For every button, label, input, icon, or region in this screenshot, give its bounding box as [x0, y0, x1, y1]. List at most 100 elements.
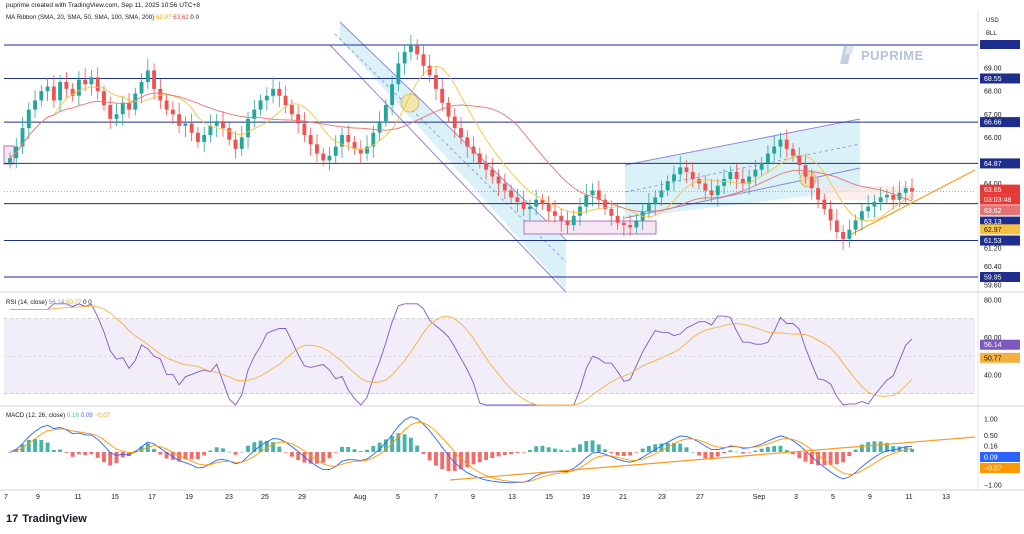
- time-tick-label: 11: [74, 494, 81, 501]
- macd-hist-bar: [120, 452, 125, 458]
- macd-hist-bar: [365, 449, 369, 452]
- macd-legend: MACD (12, 26, close) 0.16 0.09 −0.07: [6, 412, 110, 419]
- candle-body: [885, 195, 889, 198]
- candle-body: [859, 211, 864, 221]
- candle-body: [872, 201, 877, 207]
- macd-line: [9, 416, 912, 484]
- macd-hist-bar: [527, 449, 532, 452]
- macd-hist-bar: [584, 441, 589, 452]
- macd-hist-bar: [227, 451, 232, 453]
- macd-hist-bar: [139, 446, 144, 452]
- price-tag-label: 63.13: [984, 219, 1002, 226]
- price-tick-label: 69.00: [984, 66, 1002, 73]
- candle-body: [452, 116, 457, 129]
- ma-ribbon-slow-line: [9, 92, 913, 213]
- macd-hist-bar: [797, 452, 802, 459]
- macd-hist-bar: [853, 449, 858, 452]
- candle-body: [740, 178, 745, 184]
- candle-body: [678, 167, 683, 175]
- candle-body: [709, 190, 714, 196]
- macd-hist-bar: [628, 452, 633, 456]
- macd-hist-bar: [646, 445, 651, 452]
- candle-body: [271, 88, 276, 96]
- macd-hist-bar: [340, 446, 344, 452]
- descending-channel-fill: [340, 22, 566, 290]
- macd-hist-bar: [841, 452, 846, 463]
- candle-body: [402, 51, 407, 64]
- candle-body: [653, 197, 658, 205]
- rsi-tick-label: 60.00: [984, 335, 1002, 342]
- candle-body: [227, 128, 232, 140]
- candle-body: [383, 105, 388, 122]
- macd-hist-bar: [715, 452, 720, 457]
- candle-body: [665, 181, 670, 191]
- macd-hist-bar: [164, 452, 169, 459]
- macd-hist-bar: [828, 452, 833, 465]
- ma-ribbon-label: MA Ribbon (SMA, 20, SMA, 50, SMA, 100, S…: [6, 14, 155, 21]
- candle-body: [609, 208, 614, 216]
- candles-group: [8, 35, 914, 251]
- candle-body: [415, 45, 420, 55]
- macd-hist-bar: [83, 452, 88, 456]
- candle-body: [427, 65, 432, 76]
- macd-hist-bar: [759, 448, 764, 452]
- candle-body: [828, 208, 833, 221]
- price-tag-label: 03:03:48: [984, 197, 1011, 204]
- macd-hist-bar: [540, 445, 545, 452]
- macd-hist-bar: [214, 447, 219, 452]
- tradingview-logo-icon: 17: [6, 513, 19, 525]
- resistance-zone: [822, 186, 914, 200]
- candle-body: [659, 190, 664, 198]
- candle-body: [553, 211, 557, 216]
- macd-hist-bar: [722, 452, 727, 454]
- time-tick-label: 5: [396, 494, 400, 501]
- macd-hist-bar: [208, 450, 213, 452]
- macd-tick-label: −1.00: [984, 483, 1002, 490]
- candle-body: [578, 206, 582, 216]
- candle-body: [459, 128, 463, 138]
- macd-label: MACD (12, 26, close): [6, 412, 66, 419]
- price-tick-label: 61.20: [984, 246, 1002, 253]
- price-tick-label: 66.00: [984, 135, 1002, 142]
- rsi-value-3: 0: [83, 299, 87, 306]
- candle-body: [258, 100, 263, 110]
- candle-body: [340, 135, 344, 147]
- macd-hist-bar: [33, 439, 37, 452]
- tradingview-logo[interactable]: 17 TradingView: [6, 513, 87, 525]
- macd-hist-bar: [195, 452, 200, 460]
- candle-body: [264, 95, 269, 101]
- macd-value-1: 0.16: [66, 412, 79, 419]
- candle-body: [646, 204, 651, 212]
- macd-hist-bar: [534, 446, 539, 452]
- macd-tag-label: 0.16: [984, 444, 998, 451]
- macd-hist-bar: [784, 449, 789, 452]
- rsi-tick-label: 40.00: [984, 373, 1002, 380]
- macd-hist-bar: [834, 452, 839, 465]
- macd-hist-bar: [859, 444, 864, 452]
- candle-body: [408, 45, 413, 52]
- time-tick-label: 5: [831, 494, 835, 501]
- macd-histogram: [8, 433, 914, 471]
- time-tick-label: 9: [36, 494, 40, 501]
- candle-body: [308, 135, 313, 145]
- macd-hist-bar: [402, 434, 407, 452]
- ma-ribbon-value-2: 63.62: [173, 14, 189, 21]
- candle-body: [509, 190, 514, 198]
- macd-hist-bar: [697, 452, 701, 456]
- candle-body: [89, 77, 94, 85]
- macd-hist-bar: [803, 452, 808, 462]
- time-tick-label: 7: [4, 494, 8, 501]
- candle-body: [759, 162, 764, 170]
- macd-tag-box: [980, 463, 1020, 473]
- time-tick-label: 13: [942, 494, 950, 501]
- candle-body: [515, 197, 520, 202]
- candle-body: [446, 102, 451, 117]
- macd-hist-bar: [264, 441, 269, 452]
- macd-hist-bar: [709, 452, 714, 460]
- candle-body: [58, 81, 63, 101]
- macd-hist-bar: [571, 447, 576, 452]
- time-tick-label: 11: [905, 494, 912, 501]
- rsi-ma-line: [10, 305, 913, 406]
- macd-tag-box: [980, 452, 1020, 462]
